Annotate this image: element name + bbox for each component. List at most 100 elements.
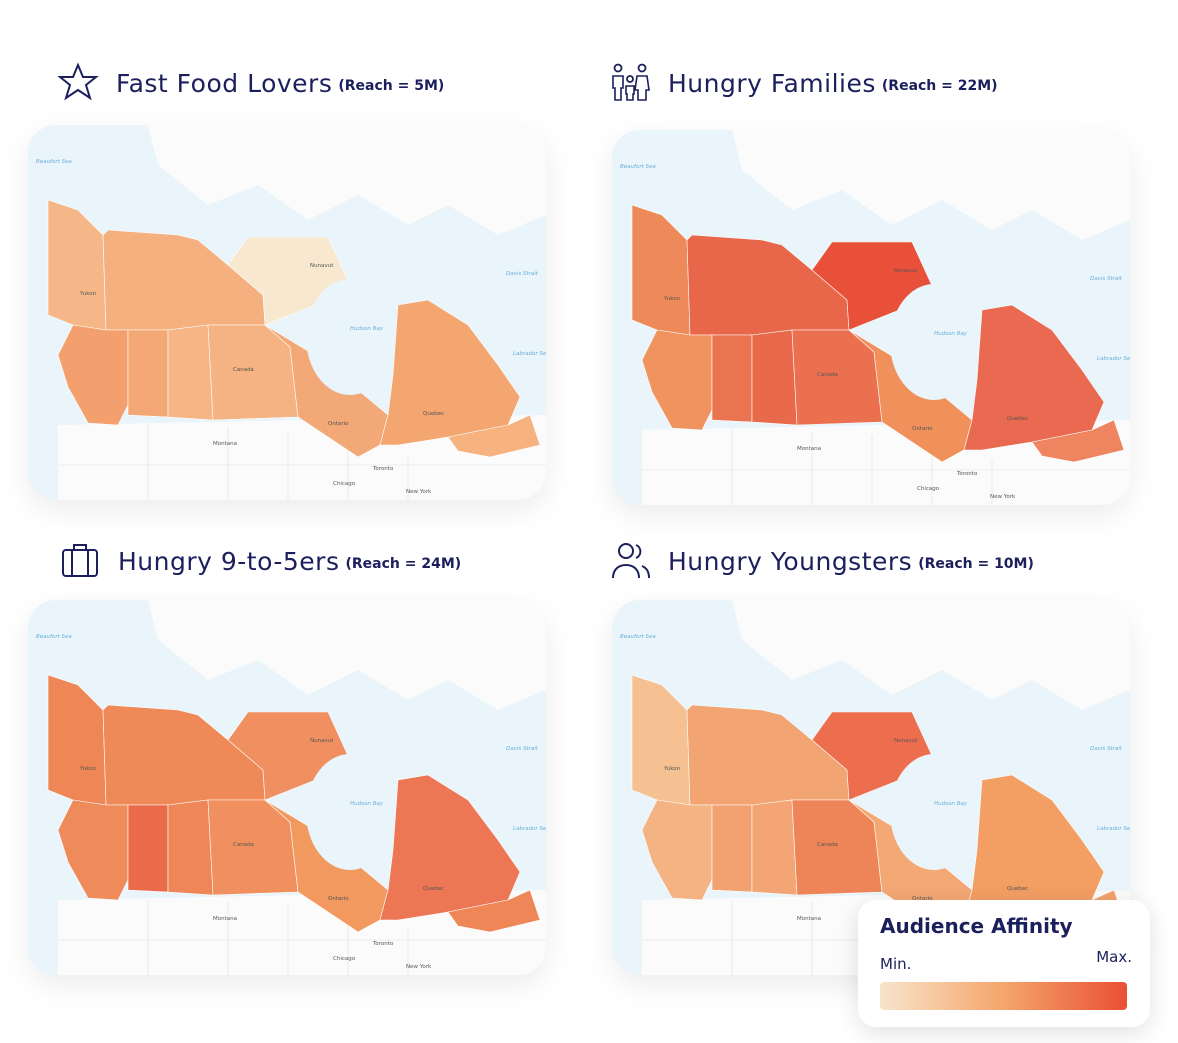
panel-reach: (Reach = 24M)	[345, 556, 462, 572]
map-label: Ontario	[328, 896, 349, 902]
map: Beaufort Sea Yukon Nunavut Hudson Bay Canada…	[620, 130, 1130, 505]
map-label: Hudson Bay	[934, 331, 968, 337]
icon	[62, 544, 98, 577]
panel-title: Fast Food Lovers	[116, 68, 333, 98]
panel-title: Hungry Youngsters	[668, 546, 913, 576]
map: Beaufort Sea Yukon Nunavut Hudson Bay Canada…	[36, 125, 546, 500]
map-label: Quebec	[1007, 416, 1028, 422]
region	[47, 199, 107, 331]
region	[379, 774, 521, 921]
map-label: Montana	[213, 916, 237, 922]
region	[167, 324, 214, 421]
map-panel: Beaufort Sea Yukon Nunavut Hudson Bay Canada…	[28, 125, 546, 500]
borders	[642, 430, 1130, 505]
region	[127, 329, 169, 418]
panel-header: Fast Food Lovers (Reach = 5M)	[58, 62, 444, 104]
map-label: Beaufort Sea	[36, 159, 72, 165]
hudson-bay	[890, 284, 978, 400]
map-label: Toronto	[372, 466, 394, 472]
map-label: Toronto	[956, 471, 978, 477]
legend-title: Audience Affinity	[880, 914, 1073, 938]
region	[686, 704, 850, 806]
map-label: Ontario	[912, 426, 933, 432]
legend-gradient	[880, 982, 1127, 1010]
legend-max: Max.	[1096, 948, 1132, 966]
region	[447, 414, 541, 458]
panel-reach: (Reach = 5M)	[338, 78, 445, 94]
legend-min: Min.	[880, 955, 912, 973]
panel-reach: (Reach = 10M)	[918, 556, 1034, 572]
hudson-bay	[306, 279, 394, 395]
map-label: Quebec	[1007, 886, 1028, 892]
region	[641, 329, 713, 431]
map-label: Davis Strait	[506, 271, 539, 277]
region	[641, 799, 713, 901]
borders	[58, 900, 546, 975]
map-label: Quebec	[423, 886, 444, 892]
land	[148, 600, 546, 710]
land	[148, 125, 546, 235]
map-label: New York	[406, 964, 432, 970]
panel-header: Hungry Youngsters (Reach = 10M)	[610, 540, 1034, 582]
map-label: Yukon	[79, 766, 97, 772]
map-label: Nunavut	[310, 738, 334, 744]
region	[102, 229, 266, 331]
map-label: Ontario	[328, 421, 349, 427]
panel-reach: (Reach = 22M)	[881, 78, 998, 94]
map-label: Beaufort Sea	[36, 634, 72, 640]
map-label: Hudson Bay	[350, 326, 384, 332]
map-label: Chicago	[333, 956, 356, 962]
panel-header: Hungry 9-to-5ers (Reach = 24M)	[60, 540, 461, 582]
map-label: Canada	[817, 842, 838, 848]
land	[732, 130, 1130, 240]
icon	[612, 543, 650, 579]
region	[711, 804, 753, 893]
region	[102, 704, 266, 806]
region	[127, 804, 169, 893]
map-label: Nunavut	[894, 268, 918, 274]
region	[631, 674, 691, 806]
region	[1031, 419, 1125, 463]
map-label: Montana	[213, 441, 237, 447]
region	[57, 799, 129, 901]
map-label: Montana	[797, 446, 821, 452]
map-label: Toronto	[372, 941, 394, 947]
map-label: Quebec	[423, 411, 444, 417]
region	[963, 304, 1105, 451]
map-label: Canada	[233, 842, 254, 848]
map-label: Hudson Bay	[350, 801, 384, 807]
region	[963, 774, 1105, 921]
region	[447, 889, 541, 933]
map: Beaufort Sea Yukon Nunavut Hudson Bay Canada…	[36, 600, 546, 975]
map-label: Davis Strait	[1090, 746, 1123, 752]
region	[711, 334, 753, 423]
map-label: Chicago	[333, 481, 356, 487]
borders	[58, 425, 546, 500]
map-label: Labrador Sea	[513, 351, 546, 357]
map-label: Canada	[817, 372, 838, 378]
map-label: Beaufort Sea	[620, 164, 656, 170]
map-label: Yukon	[663, 296, 681, 302]
region	[751, 799, 798, 896]
map-label: Nunavut	[894, 738, 918, 744]
panel-title: Hungry 9-to-5ers	[118, 546, 340, 576]
hudson-bay	[306, 754, 394, 870]
map-label: New York	[406, 489, 432, 495]
map-panel: Beaufort Sea Yukon Nunavut Hudson Bay Canada…	[28, 600, 546, 975]
region	[686, 234, 850, 336]
map-label: Yukon	[79, 291, 97, 297]
region	[751, 329, 798, 426]
land	[732, 600, 1130, 710]
map-panel: Beaufort Sea Yukon Nunavut Hudson Bay Canada…	[612, 130, 1130, 505]
region	[379, 299, 521, 446]
map-label: Yukon	[663, 766, 681, 772]
map-label: Chicago	[917, 486, 940, 492]
map-label: Hudson Bay	[934, 801, 968, 807]
icon	[612, 63, 650, 101]
region	[631, 204, 691, 336]
icon	[58, 62, 99, 101]
region	[47, 674, 107, 806]
panel-header: Hungry Families (Reach = 22M)	[610, 62, 998, 104]
map-label: Labrador Sea	[513, 826, 546, 832]
